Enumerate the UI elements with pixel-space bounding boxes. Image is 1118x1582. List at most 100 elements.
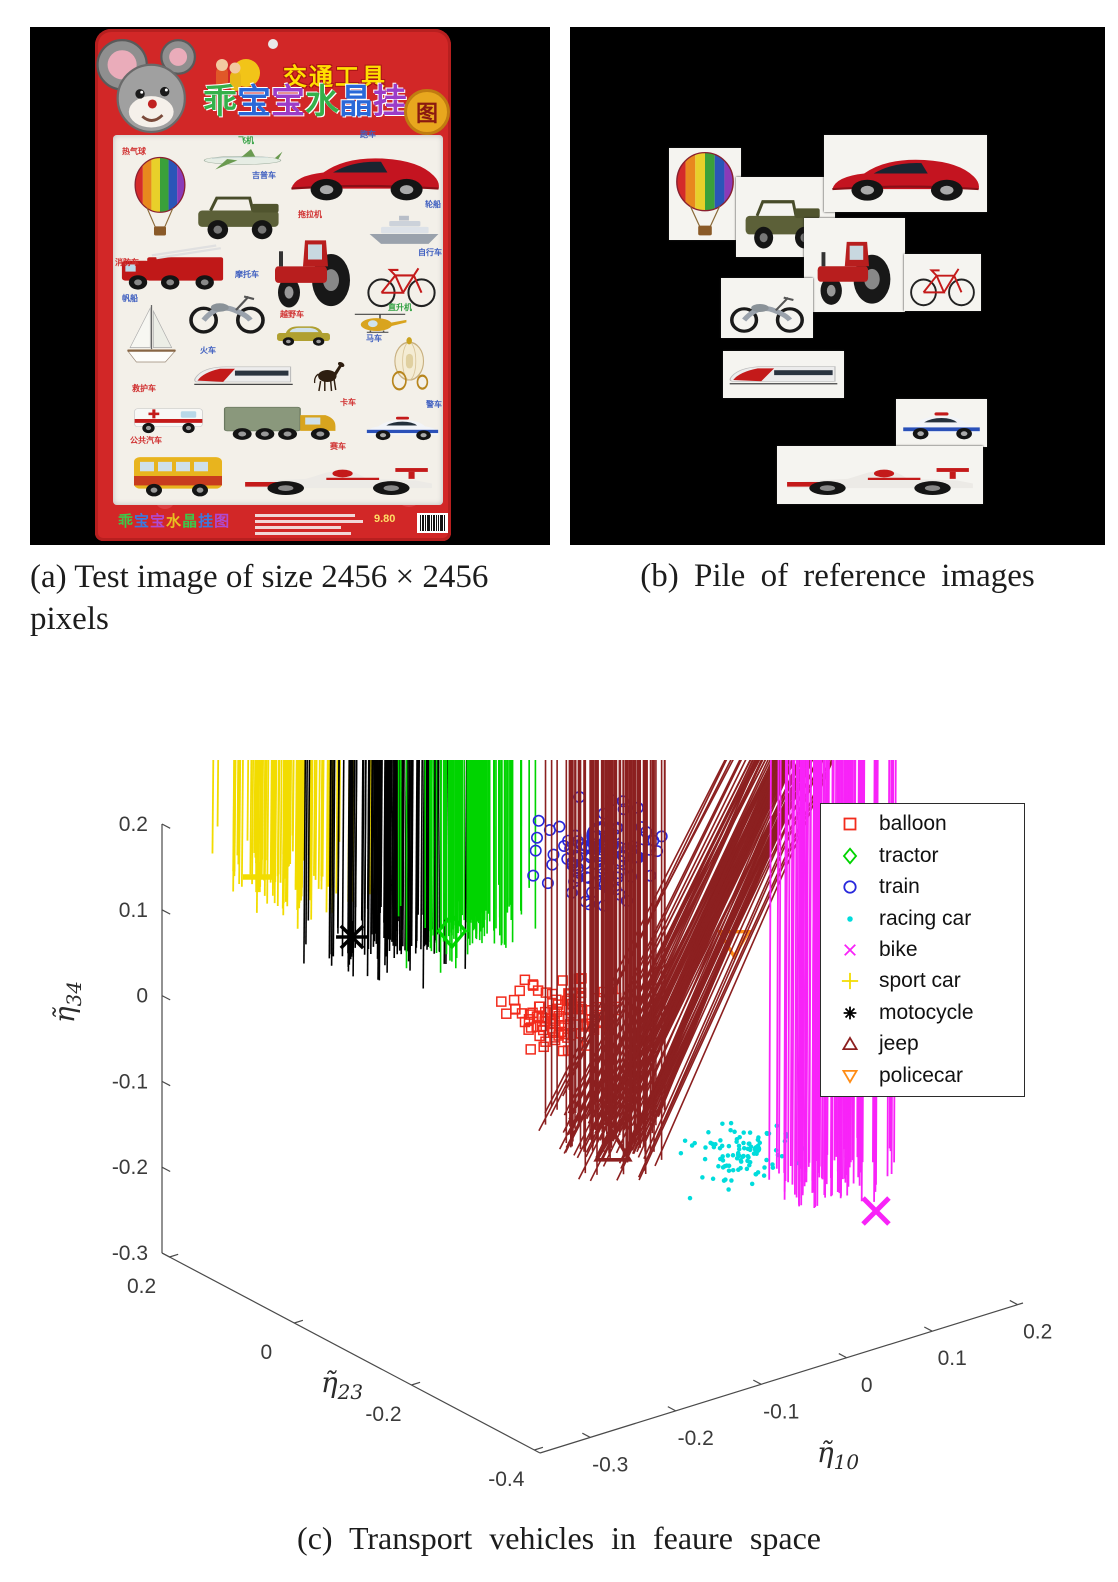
bottom-title-char: 图 — [214, 513, 231, 530]
sticker-helicopter — [350, 310, 410, 340]
z-axis-ticks: 0.2 0.1 0 -0.1 -0.2 -0.3 — [112, 813, 171, 1265]
sticker-label-helicopter: 直升机 — [388, 303, 412, 312]
reference-image-train — [723, 351, 844, 398]
sticker-sportscar — [285, 135, 445, 210]
balloon-icon — [134, 156, 186, 236]
bottom-title-char: 水 — [166, 513, 183, 530]
sticker-suv — [272, 317, 335, 350]
svg-text:0: 0 — [136, 985, 148, 1008]
jeep-icon — [198, 196, 279, 240]
legend-entry-train: train — [821, 873, 1024, 901]
sticker-label-balloon: 热气球 — [122, 147, 146, 156]
svg-text:-0.4: -0.4 — [488, 1468, 525, 1491]
package-title-badge: 图 — [404, 89, 450, 135]
feature-space-scatter-plot: 0.20.10-0.1-0.2-0.30.20-0.2-0.4-0.3-0.2-… — [48, 760, 1118, 1491]
svg-text:-0.3: -0.3 — [592, 1453, 628, 1476]
sticker-train — [190, 353, 297, 397]
reference-pile-panel — [570, 27, 1105, 545]
svg-text:0.2: 0.2 — [119, 813, 148, 836]
sticker-motorcycle — [182, 278, 272, 337]
sticker-sailboat — [120, 302, 183, 378]
bike-icon — [910, 268, 975, 307]
svg-text:0: 0 — [861, 1374, 873, 1397]
bus-icon — [134, 457, 222, 497]
sticker-label-racecar: 赛车 — [330, 442, 346, 451]
sticker-carriage — [385, 335, 440, 393]
asterisk-marker-icon — [821, 1001, 879, 1025]
horse-icon — [313, 361, 345, 392]
caption-c: (c) Transport vehicles in feaure space — [297, 1520, 821, 1556]
reference-image-racecar — [777, 446, 983, 504]
suv-icon — [277, 326, 330, 346]
plus-marker-icon — [821, 969, 879, 993]
carriage-icon — [391, 337, 429, 391]
dot-marker-icon — [821, 907, 879, 931]
title-char: 宝 — [237, 83, 271, 121]
y23-axis-label: η̃23 — [321, 1366, 363, 1404]
sticker-ambulance — [130, 392, 207, 437]
ambulance-icon — [134, 408, 203, 434]
sticker-label-policecar: 警车 — [426, 400, 442, 409]
cluster-bike — [769, 760, 1118, 1226]
title-char: 宝 — [271, 83, 305, 121]
legend-label: jeep — [879, 1032, 919, 1056]
y23-axis-ticks: 0.2 0 -0.2 -0.4 — [127, 1253, 544, 1491]
sticker-label-bike: 自行车 — [418, 248, 442, 257]
caption-a: (a) Test image of size 2456 × 2456 pixel… — [30, 559, 489, 638]
sticker-label-bus: 公共汽车 — [130, 436, 162, 445]
reference-image-bike — [904, 254, 981, 311]
bottom-title-char: 晶 — [182, 513, 199, 530]
legend-label: policecar — [879, 1063, 964, 1087]
svg-text:0: 0 — [260, 1341, 272, 1364]
bottom-title-char: 宝 — [134, 513, 151, 530]
reference-image-motorcycle — [721, 278, 813, 338]
package-info-block — [255, 511, 365, 538]
legend-entry-bike: bike — [821, 936, 1024, 964]
sticker-label-sailboat: 帆船 — [122, 294, 138, 303]
motorcycle-icon — [189, 295, 265, 334]
title-char: 乖 — [203, 83, 237, 121]
package-bottom-title: 乖宝宝水晶挂图 — [118, 510, 258, 531]
ship-icon — [369, 215, 439, 244]
sticker-balloon — [130, 155, 190, 238]
plane-icon — [203, 148, 283, 170]
svg-text:0.2: 0.2 — [1023, 1321, 1052, 1344]
legend-label: sport car — [879, 969, 961, 993]
legend-label: racing car — [879, 906, 972, 930]
sticker-policecar — [362, 407, 443, 445]
circle-marker-icon — [821, 875, 879, 899]
sticker-truck — [217, 390, 343, 445]
sticker-racecar — [237, 448, 440, 502]
sticker-ship — [363, 207, 445, 248]
racecar-icon — [787, 468, 973, 496]
sticker-label-suv: 越野车 — [280, 310, 304, 319]
sticker-label-ship: 轮船 — [425, 200, 441, 209]
helicopter-icon — [354, 313, 407, 333]
legend-entry-tractor: tractor — [821, 842, 1024, 870]
sticker-label-motorcycle: 摩托车 — [235, 270, 259, 279]
sticker-label-sportscar: 跑车 — [360, 130, 376, 139]
sticker-plane — [200, 143, 285, 175]
reference-image-balloon — [669, 148, 741, 240]
svg-text:-0.2: -0.2 — [365, 1403, 401, 1426]
policecar-icon — [366, 416, 439, 441]
sticker-jeep — [190, 178, 293, 245]
package-title-main: 乖宝宝水晶挂 — [202, 85, 408, 119]
reference-image-sportscar — [824, 135, 987, 212]
package-price: 9.80 — [374, 513, 396, 525]
sticker-bus — [128, 443, 228, 498]
balloon-icon — [676, 151, 734, 236]
axis-lines — [161, 824, 1024, 1454]
caption-b: (b) Pile of reference images — [640, 558, 1035, 594]
legend-entry-balloon: balloon — [821, 810, 1024, 838]
triangle-down-marker-icon — [821, 1064, 879, 1088]
racecar-icon — [245, 468, 432, 496]
z-axis-label: η̃34 — [48, 981, 86, 1023]
legend-label: tractor — [879, 843, 939, 867]
triangle-up-marker-icon — [821, 1032, 879, 1056]
train-icon — [729, 366, 838, 385]
diamond-marker-icon — [821, 844, 879, 868]
legend-entry-jeep: jeep — [821, 1030, 1024, 1058]
tractor-icon — [817, 241, 891, 305]
